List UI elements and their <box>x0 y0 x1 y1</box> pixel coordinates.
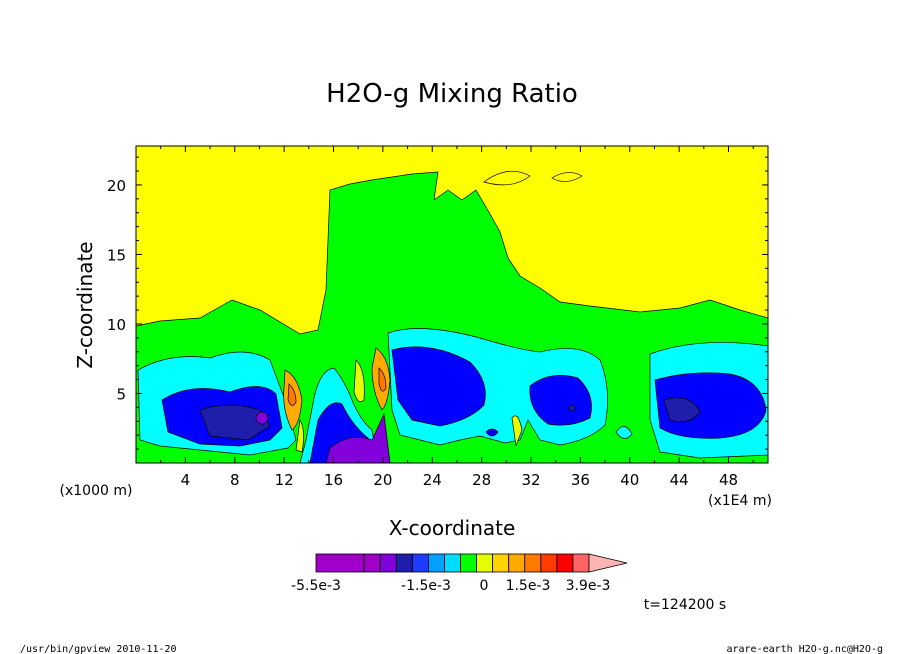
blue-region <box>529 375 592 426</box>
colorbar-segment <box>379 553 397 573</box>
x-tick-label: 12 <box>275 471 294 489</box>
colorbar-segment <box>476 553 494 573</box>
colorbar-segment <box>395 553 413 573</box>
x-tick-label: 20 <box>373 471 392 489</box>
yellow-streak <box>353 359 365 403</box>
time-label: t=124200 s <box>644 597 726 613</box>
x-tick-label: 24 <box>423 471 442 489</box>
yellow-pocket <box>483 170 531 186</box>
colorbar-tick-label: 1.5e-3 <box>506 578 551 594</box>
colorbar-tick-label: -5.5e-3 <box>291 578 341 594</box>
purple-region <box>325 412 391 463</box>
x-axis-title: X-coordinate <box>389 516 516 540</box>
navy-core <box>199 404 271 441</box>
colorbar-segment <box>363 553 381 573</box>
y-axis-title: Z-coordinate <box>73 241 97 368</box>
x-tick-label: 4 <box>181 471 191 489</box>
colorbar-segment <box>428 553 445 573</box>
colorbar-segment <box>524 553 542 573</box>
colorbar-segment <box>444 553 461 573</box>
colorbar-tick-label: -1.5e-3 <box>401 578 451 594</box>
yellow-streak <box>295 418 304 453</box>
colorbar-segment <box>540 553 558 573</box>
contour-field <box>136 146 768 463</box>
x-tick-label: 32 <box>521 471 540 489</box>
y-tick-label: 15 <box>107 246 126 264</box>
violet-core <box>255 411 269 425</box>
x-unit-label: (x1000 m) <box>60 483 133 499</box>
x-tick-label: 8 <box>230 471 240 489</box>
footer-right: arare-earth_H2O-g.nc@H2O-g <box>726 644 883 654</box>
y-tick-label: 5 <box>116 385 126 403</box>
y-tick-label: 10 <box>107 316 126 334</box>
colorbar-segment <box>411 553 429 573</box>
red-core <box>287 383 297 406</box>
navy-core <box>663 397 701 423</box>
x-axis: 4 8 12 16 20 24 28 32 36 40 44 48 <box>160 146 754 489</box>
x-tick-label: 48 <box>719 471 738 489</box>
x-tick-label: 36 <box>571 471 590 489</box>
y-axis: 5 10 15 20 <box>107 156 768 450</box>
x-scale-label: (x1E4 m) <box>708 493 772 509</box>
footer-left: /usr/bin/gpview 2010-11-20 <box>20 644 177 654</box>
blue-region <box>391 346 486 427</box>
x-tick-label: 16 <box>324 471 343 489</box>
yellow-pocket <box>551 172 583 182</box>
chart-title: H2O-g Mixing Ratio <box>326 79 578 109</box>
colorbar-segment <box>315 553 365 573</box>
colorbar-tick-label: 3.9e-3 <box>566 578 611 594</box>
x-tick-label: 28 <box>472 471 491 489</box>
colorbar-segment <box>572 553 590 573</box>
colorbar-arrow <box>588 553 628 573</box>
yellow-streak <box>511 415 523 447</box>
x-tick-label: 44 <box>670 471 689 489</box>
x-tick-label: 40 <box>620 471 639 489</box>
blue-region <box>485 428 499 437</box>
colorbar-segment <box>508 553 526 573</box>
colorbar-ticks: -5.5e-3 -1.5e-3 0 1.5e-3 3.9e-3 <box>291 578 610 594</box>
plot-frame <box>135 145 769 464</box>
colorbar <box>315 553 628 573</box>
red-core <box>378 367 387 392</box>
navy-core <box>568 404 576 412</box>
y-tick-label: 20 <box>107 177 126 195</box>
cyan-region <box>615 426 633 439</box>
colorbar-tick-label: 0 <box>480 578 489 594</box>
colorbar-segment <box>556 553 574 573</box>
colorbar-segment <box>492 553 510 573</box>
colorbar-segment <box>460 553 477 573</box>
